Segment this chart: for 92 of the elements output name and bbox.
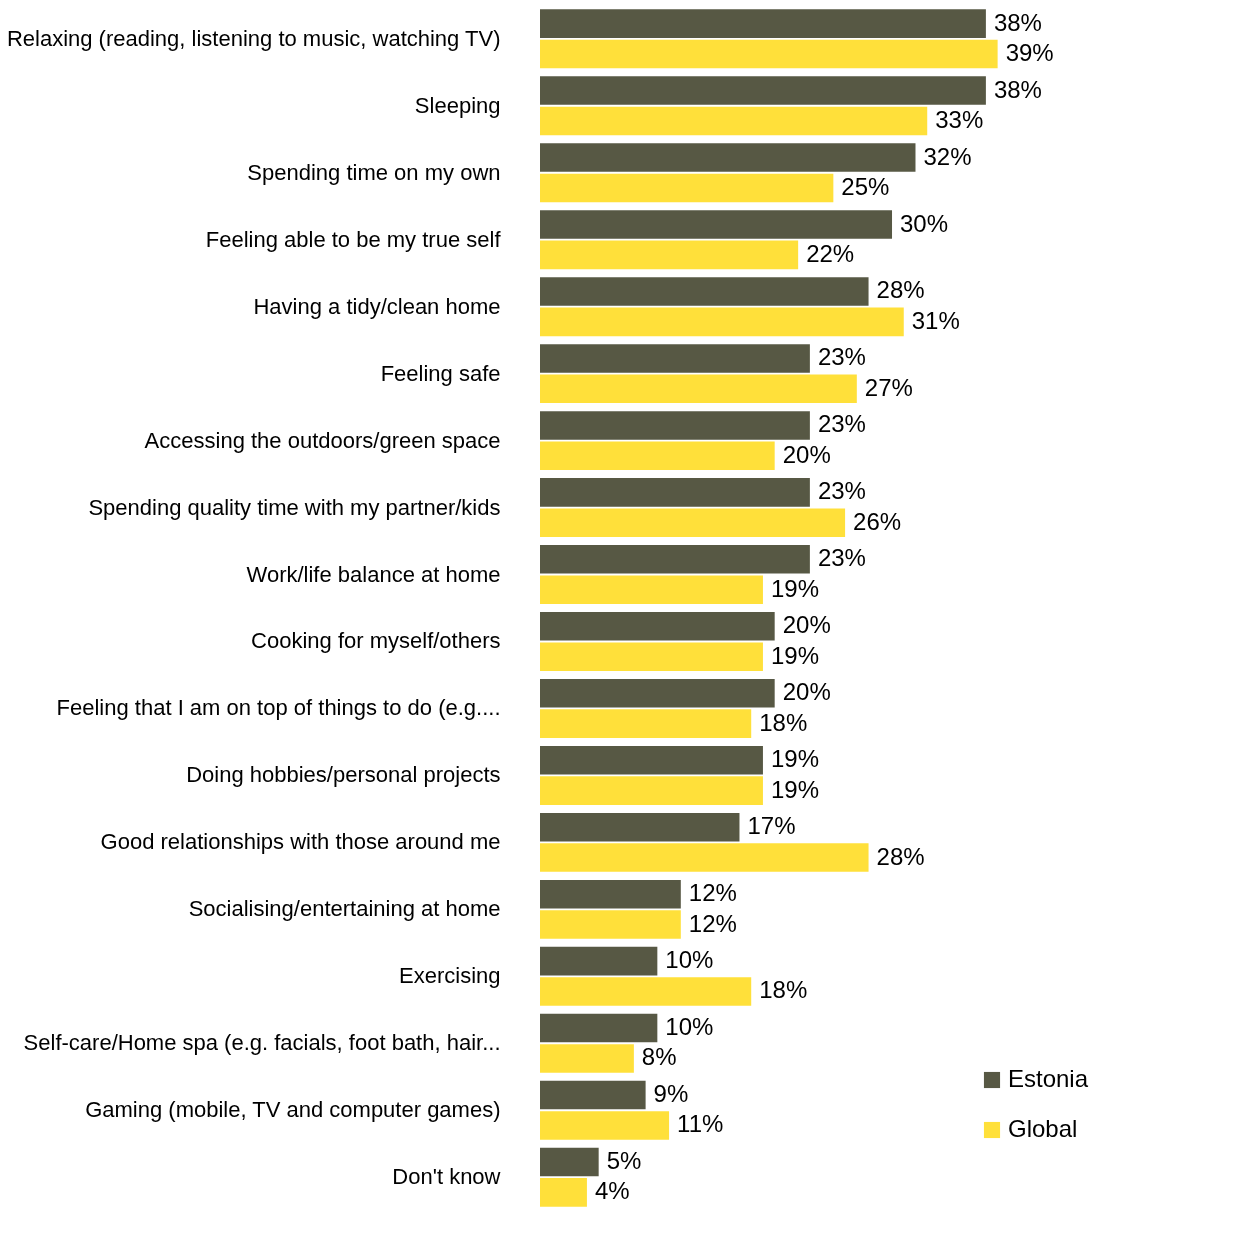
- y-tick-label: Accessing the outdoors/green space: [144, 427, 501, 453]
- bar: [540, 1080, 646, 1110]
- data-label: 17%: [747, 812, 796, 840]
- y-tick-label: Having a tidy/clean home: [253, 293, 501, 319]
- bar: [540, 545, 810, 574]
- bar: [540, 709, 752, 738]
- bar: [540, 344, 810, 373]
- data-label: 30%: [900, 209, 949, 237]
- bar: [540, 612, 775, 641]
- y-tick-label: Good relationships with those around me: [100, 829, 501, 855]
- data-label: 25%: [841, 172, 890, 200]
- data-label: 5%: [606, 1147, 642, 1175]
- bar: [540, 812, 740, 842]
- data-label: 9%: [653, 1080, 689, 1108]
- data-label: 27%: [864, 373, 913, 401]
- bar: [540, 678, 775, 708]
- data-label: 19%: [770, 574, 819, 602]
- bar: [540, 210, 893, 239]
- y-tick-label: Sleeping: [414, 92, 501, 118]
- bar: [540, 76, 986, 105]
- data-label: 19%: [770, 641, 819, 669]
- y-tick-label: Work/life balance at home: [246, 561, 501, 587]
- data-label: 8%: [641, 1043, 677, 1071]
- data-label: 20%: [782, 611, 831, 639]
- bar: [540, 977, 752, 1006]
- y-tick-label: Spending time on my own: [247, 159, 501, 185]
- y-tick-label: Feeling able to be my true self: [205, 226, 502, 252]
- data-label: 31%: [911, 306, 960, 334]
- y-tick-label: Gaming (mobile, TV and computer games): [85, 1097, 501, 1123]
- data-label: 10%: [665, 946, 714, 974]
- data-label: 26%: [853, 507, 902, 535]
- bar: [540, 374, 857, 404]
- data-label: 20%: [782, 678, 831, 706]
- bar: [540, 879, 681, 909]
- data-label: 12%: [688, 909, 737, 937]
- bar: [540, 1147, 599, 1177]
- y-tick-label: Exercising: [399, 963, 501, 989]
- bar: [540, 143, 916, 172]
- bar: [540, 173, 834, 203]
- data-label: 38%: [993, 8, 1042, 36]
- data-label: 10%: [665, 1013, 714, 1041]
- bar: [540, 776, 763, 805]
- bar: [540, 946, 658, 976]
- data-label: 28%: [876, 276, 925, 304]
- data-label: 39%: [1005, 38, 1054, 66]
- y-tick-label: Cooking for myself/others: [251, 628, 501, 654]
- bar: [540, 39, 998, 69]
- bar: [540, 9, 986, 38]
- data-label: 33%: [935, 105, 984, 133]
- bar: [540, 843, 869, 872]
- data-label: 11%: [677, 1110, 724, 1138]
- y-tick-label: Feeling that I am on top of things to do (e.g....: [56, 695, 501, 721]
- data-label: 22%: [806, 239, 855, 267]
- data-label: 18%: [759, 708, 808, 736]
- bar: [540, 575, 763, 604]
- data-label: 20%: [782, 440, 831, 468]
- data-label: 23%: [817, 544, 866, 572]
- bar: [540, 1111, 670, 1140]
- bar: [540, 508, 846, 538]
- bar: [540, 411, 810, 440]
- y-tick-label: Self-care/Home spa (e.g. facials, foot bath, hair...: [23, 1030, 501, 1056]
- data-label: 18%: [759, 976, 808, 1004]
- y-tick-label: Don't know: [392, 1164, 501, 1190]
- bar: [540, 1013, 658, 1043]
- data-label: 32%: [923, 142, 972, 170]
- y-tick-label: Spending quality time with my partner/kids: [88, 494, 501, 520]
- data-label: 4%: [594, 1177, 630, 1205]
- bar: [540, 478, 810, 507]
- bar: [540, 307, 904, 337]
- y-tick-label: Feeling safe: [380, 360, 501, 386]
- bar: [540, 642, 763, 671]
- data-label: 19%: [770, 775, 819, 803]
- y-tick-label: Socialising/entertaining at home: [188, 896, 501, 922]
- data-label: 38%: [993, 75, 1042, 103]
- data-label: 23%: [817, 343, 866, 371]
- bar: [540, 106, 928, 136]
- y-tick-label: Relaxing (reading, listening to music, watching TV): [6, 25, 501, 51]
- bar: [540, 745, 763, 775]
- data-label: 28%: [876, 842, 925, 870]
- data-label: 23%: [817, 410, 866, 438]
- data-label: 23%: [817, 477, 866, 505]
- legend-label: Estonia: [1008, 1065, 1089, 1092]
- bar: [540, 441, 775, 471]
- bar: [540, 277, 869, 306]
- legend-label: Global: [1008, 1115, 1078, 1142]
- bar: [540, 910, 681, 939]
- y-tick-label: Doing hobbies/personal projects: [186, 762, 501, 788]
- bar: [540, 1044, 634, 1073]
- bar: [540, 240, 799, 270]
- bar: [540, 1178, 587, 1207]
- data-label: 19%: [770, 745, 819, 773]
- data-label: 12%: [688, 879, 737, 907]
